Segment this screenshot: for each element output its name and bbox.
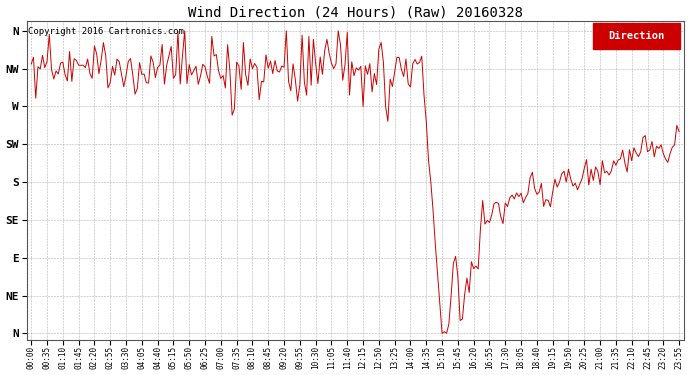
Text: Copyright 2016 Cartronics.com: Copyright 2016 Cartronics.com xyxy=(28,27,184,36)
Bar xyxy=(593,23,680,50)
Text: Direction: Direction xyxy=(608,32,664,41)
Title: Wind Direction (24 Hours) (Raw) 20160328: Wind Direction (24 Hours) (Raw) 20160328 xyxy=(188,6,522,20)
